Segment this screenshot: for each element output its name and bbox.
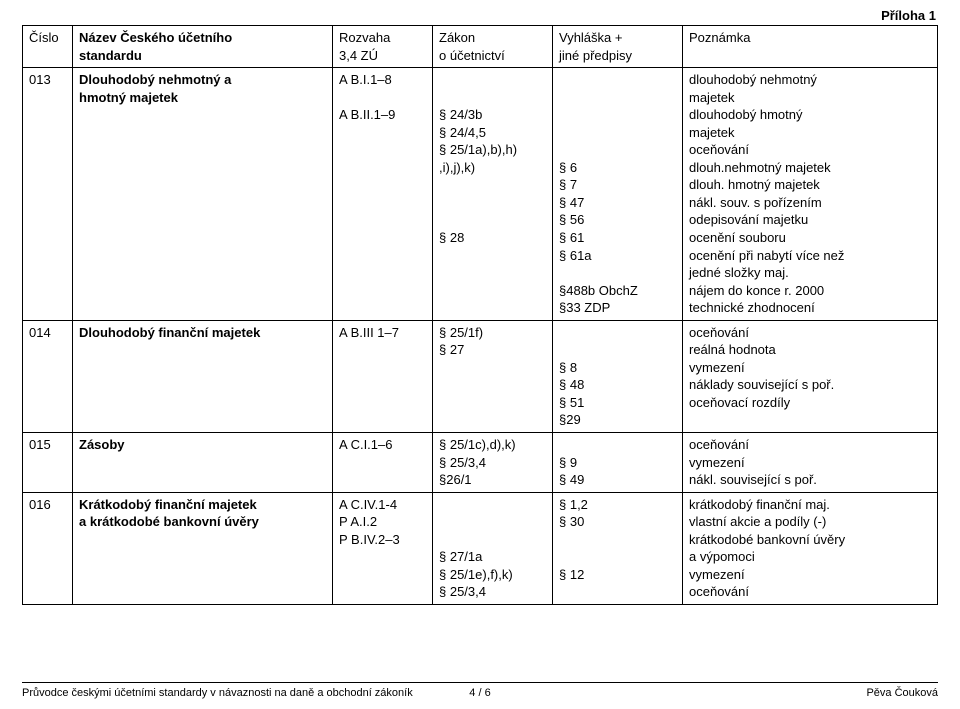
- cell-016-pozn: krátkodobý finanční maj. vlastní akcie a…: [683, 492, 938, 604]
- col-nazev-l2: standardu: [79, 47, 326, 65]
- footer-page-number: 4 / 6: [469, 687, 490, 699]
- cell-013-name-l1: Dlouhodobý nehmotný a: [79, 71, 326, 89]
- cell-016-name-l2: a krátkodobé bankovní úvěry: [79, 513, 326, 531]
- cell-016-zakon: § 27/1a § 25/1e),f),k) § 25/3,4: [433, 492, 553, 604]
- cell-016-num: 016: [23, 492, 73, 604]
- col-nazev: Název Českého účetního standardu: [73, 26, 333, 68]
- footer-right: Pěva Čouková: [866, 687, 938, 699]
- cell-014-pozn: oceňování reálná hodnota vymezení náklad…: [683, 320, 938, 432]
- table-row: 016 Krátkodobý finanční majetek a krátko…: [23, 492, 938, 604]
- cell-013-zakon: § 24/3b § 24/4,5 § 25/1a),b),h) ,i),j),k…: [433, 68, 553, 321]
- cell-013-pozn: dlouhodobý nehmotný majetek dlouhodobý h…: [683, 68, 938, 321]
- col-rozvaha-l2: 3,4 ZÚ: [339, 47, 426, 65]
- cell-013-name-l2: hmotný majetek: [79, 89, 326, 107]
- col-cislo: Číslo: [23, 26, 73, 68]
- col-zakon: Zákon o účetnictví: [433, 26, 553, 68]
- cell-013-vyhl: § 6 § 7 § 47 § 56 § 61 § 61a §488b ObchZ…: [553, 68, 683, 321]
- cell-013-rozvaha: A B.I.1–8 A B.II.1–9: [333, 68, 433, 321]
- col-cislo-text: Číslo: [29, 29, 66, 47]
- cell-015-name: Zásoby: [73, 433, 333, 493]
- table-row: 015 Zásoby A C.I.1–6 § 25/1c),d),k) § 25…: [23, 433, 938, 493]
- cell-014-zakon: § 25/1f) § 27: [433, 320, 553, 432]
- standards-table: Číslo Název Českého účetního standardu R…: [22, 25, 938, 605]
- cell-015-name-text: Zásoby: [79, 437, 125, 452]
- col-zakon-l1: Zákon: [439, 29, 546, 47]
- col-rozvaha: Rozvaha 3,4 ZÚ: [333, 26, 433, 68]
- col-nazev-l1: Název Českého účetního: [79, 29, 326, 47]
- col-pozn-text: Poznámka: [689, 29, 931, 47]
- table-header-row: Číslo Název Českého účetního standardu R…: [23, 26, 938, 68]
- cell-015-vyhl: § 9 § 49: [553, 433, 683, 493]
- cell-014-rozvaha: A B.III 1–7: [333, 320, 433, 432]
- cell-015-num: 015: [23, 433, 73, 493]
- col-rozvaha-l1: Rozvaha: [339, 29, 426, 47]
- col-pozn: Poznámka: [683, 26, 938, 68]
- table-row: 014 Dlouhodobý finanční majetek A B.III …: [23, 320, 938, 432]
- cell-014-name-text: Dlouhodobý finanční majetek: [79, 325, 260, 340]
- cell-014-vyhl: § 8 § 48 § 51 §29: [553, 320, 683, 432]
- table-row: 013 Dlouhodobý nehmotný a hmotný majetek…: [23, 68, 938, 321]
- cell-016-name: Krátkodobý finanční majetek a krátkodobé…: [73, 492, 333, 604]
- cell-016-name-l1: Krátkodobý finanční majetek: [79, 496, 326, 514]
- page-footer: Průvodce českými účetními standardy v ná…: [22, 682, 938, 699]
- col-zakon-l2: o účetnictví: [439, 47, 546, 65]
- cell-013-num: 013: [23, 68, 73, 321]
- cell-015-pozn: oceňování vymezení nákl. související s p…: [683, 433, 938, 493]
- cell-016-rozvaha: A C.IV.1-4 P A.I.2 P B.IV.2–3: [333, 492, 433, 604]
- footer-left: Průvodce českými účetními standardy v ná…: [22, 687, 413, 699]
- page: Příloha 1 Číslo Název Českého účetního s…: [0, 0, 960, 709]
- col-vyhl-l2: jiné předpisy: [559, 47, 676, 65]
- appendix-label: Příloha 1: [22, 8, 938, 23]
- cell-015-rozvaha: A C.I.1–6: [333, 433, 433, 493]
- cell-016-vyhl: § 1,2 § 30 § 12: [553, 492, 683, 604]
- cell-014-num: 014: [23, 320, 73, 432]
- col-vyhl: Vyhláška + jiné předpisy: [553, 26, 683, 68]
- col-vyhl-l1: Vyhláška +: [559, 29, 676, 47]
- cell-015-zakon: § 25/1c),d),k) § 25/3,4 §26/1: [433, 433, 553, 493]
- cell-014-name: Dlouhodobý finanční majetek: [73, 320, 333, 432]
- cell-013-name: Dlouhodobý nehmotný a hmotný majetek: [73, 68, 333, 321]
